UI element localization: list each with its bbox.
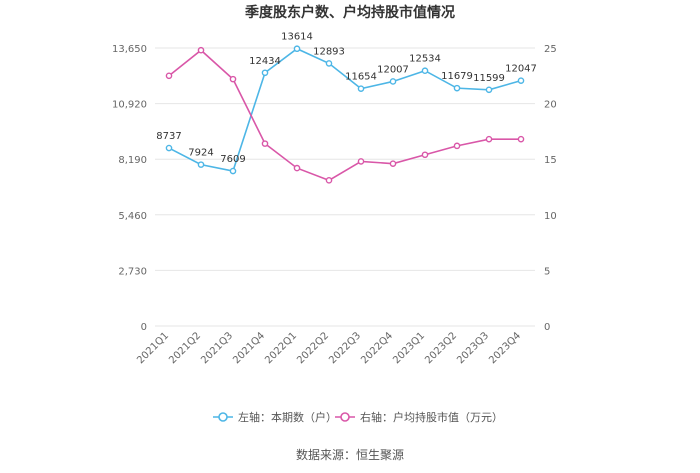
source-note: 数据来源：恒生聚源 [296,447,404,462]
data-point [421,67,429,75]
x-tick-label: 2021Q3 [199,330,235,366]
x-tick-label: 2022Q1 [263,330,299,366]
data-point [357,85,365,92]
data-label: 7924 [188,148,213,159]
left-tick-label: 13,650 [112,44,147,55]
series-line-holders [168,47,522,172]
left-axis-ticks: 0 2,730 5,460 8,190 10,920 13,650 [112,44,147,333]
right-tick-label: 5 [544,266,550,277]
left-tick-label: 10,920 [112,100,147,111]
data-point [197,46,205,54]
x-tick-label: 2022Q3 [327,330,363,366]
data-label: 11599 [473,73,505,84]
legend[interactable]: 左轴：本期数（户） 右轴：户均持股市值（万元） [213,410,503,424]
x-tick-label: 2023Q2 [423,330,459,366]
data-label: 13614 [281,32,313,43]
data-label: 12534 [409,54,441,65]
left-tick-label: 2,730 [118,266,147,277]
grid-lines [155,47,535,327]
x-tick-label: 2021Q2 [167,330,203,366]
legend-marker-icon [340,412,350,422]
x-tick-label: 2021Q4 [231,330,267,366]
data-point [293,45,301,53]
data-point [357,158,365,165]
data-point [261,69,269,77]
data-point [261,140,269,147]
data-point [517,77,525,84]
data-point [485,135,493,143]
data-point [453,142,461,150]
data-label: 8737 [156,131,181,142]
data-point [453,84,461,92]
legend-label: 右轴：户均持股市值（万元） [360,410,503,424]
legend-item[interactable]: 左轴：本期数（户） [213,410,337,424]
data-point [325,177,333,184]
data-point [389,78,397,85]
left-tick-label: 5,460 [118,211,147,222]
right-tick-label: 0 [544,322,550,333]
x-tick-label: 2022Q2 [295,330,331,366]
data-point [517,135,525,143]
data-point [197,161,205,168]
data-label: 7609 [220,154,245,165]
data-point [165,144,173,152]
legend-item[interactable]: 右轴：户均持股市值（万元） [335,410,503,424]
x-tick-label: 2022Q4 [359,330,395,366]
right-tick-label: 20 [544,100,557,111]
data-point [325,60,333,67]
data-point [421,151,429,159]
left-tick-label: 8,190 [118,155,147,166]
left-tick-label: 0 [141,322,147,333]
x-tick-label: 2021Q1 [135,330,171,366]
right-tick-label: 25 [544,44,557,55]
x-axis-ticks: 2021Q12021Q22021Q32021Q42022Q12022Q22022… [135,330,523,366]
right-tick-label: 15 [544,155,557,166]
data-point [389,160,397,167]
data-point [165,72,173,80]
x-tick-label: 2023Q1 [391,330,427,366]
right-axis-ticks: 0 5 10 15 20 25 [544,44,557,333]
data-point [229,167,237,175]
data-point [229,75,237,83]
legend-marker-icon [218,412,228,422]
data-label: 12434 [249,56,281,67]
x-tick-label: 2023Q4 [487,330,523,366]
data-point [485,86,493,94]
data-label: 11679 [441,71,473,82]
legend-label: 左轴：本期数（户） [238,410,337,424]
data-label: 12893 [313,46,345,57]
data-label: 11654 [345,72,377,83]
data-label: 12007 [377,64,409,75]
data-point [293,164,301,172]
data-label: 12047 [505,64,537,75]
right-tick-label: 10 [544,211,557,222]
x-tick-label: 2023Q3 [455,330,491,366]
chart-title: 季度股东户数、户均持股市值情况 [244,4,455,21]
series-line-avg-value [168,49,521,182]
